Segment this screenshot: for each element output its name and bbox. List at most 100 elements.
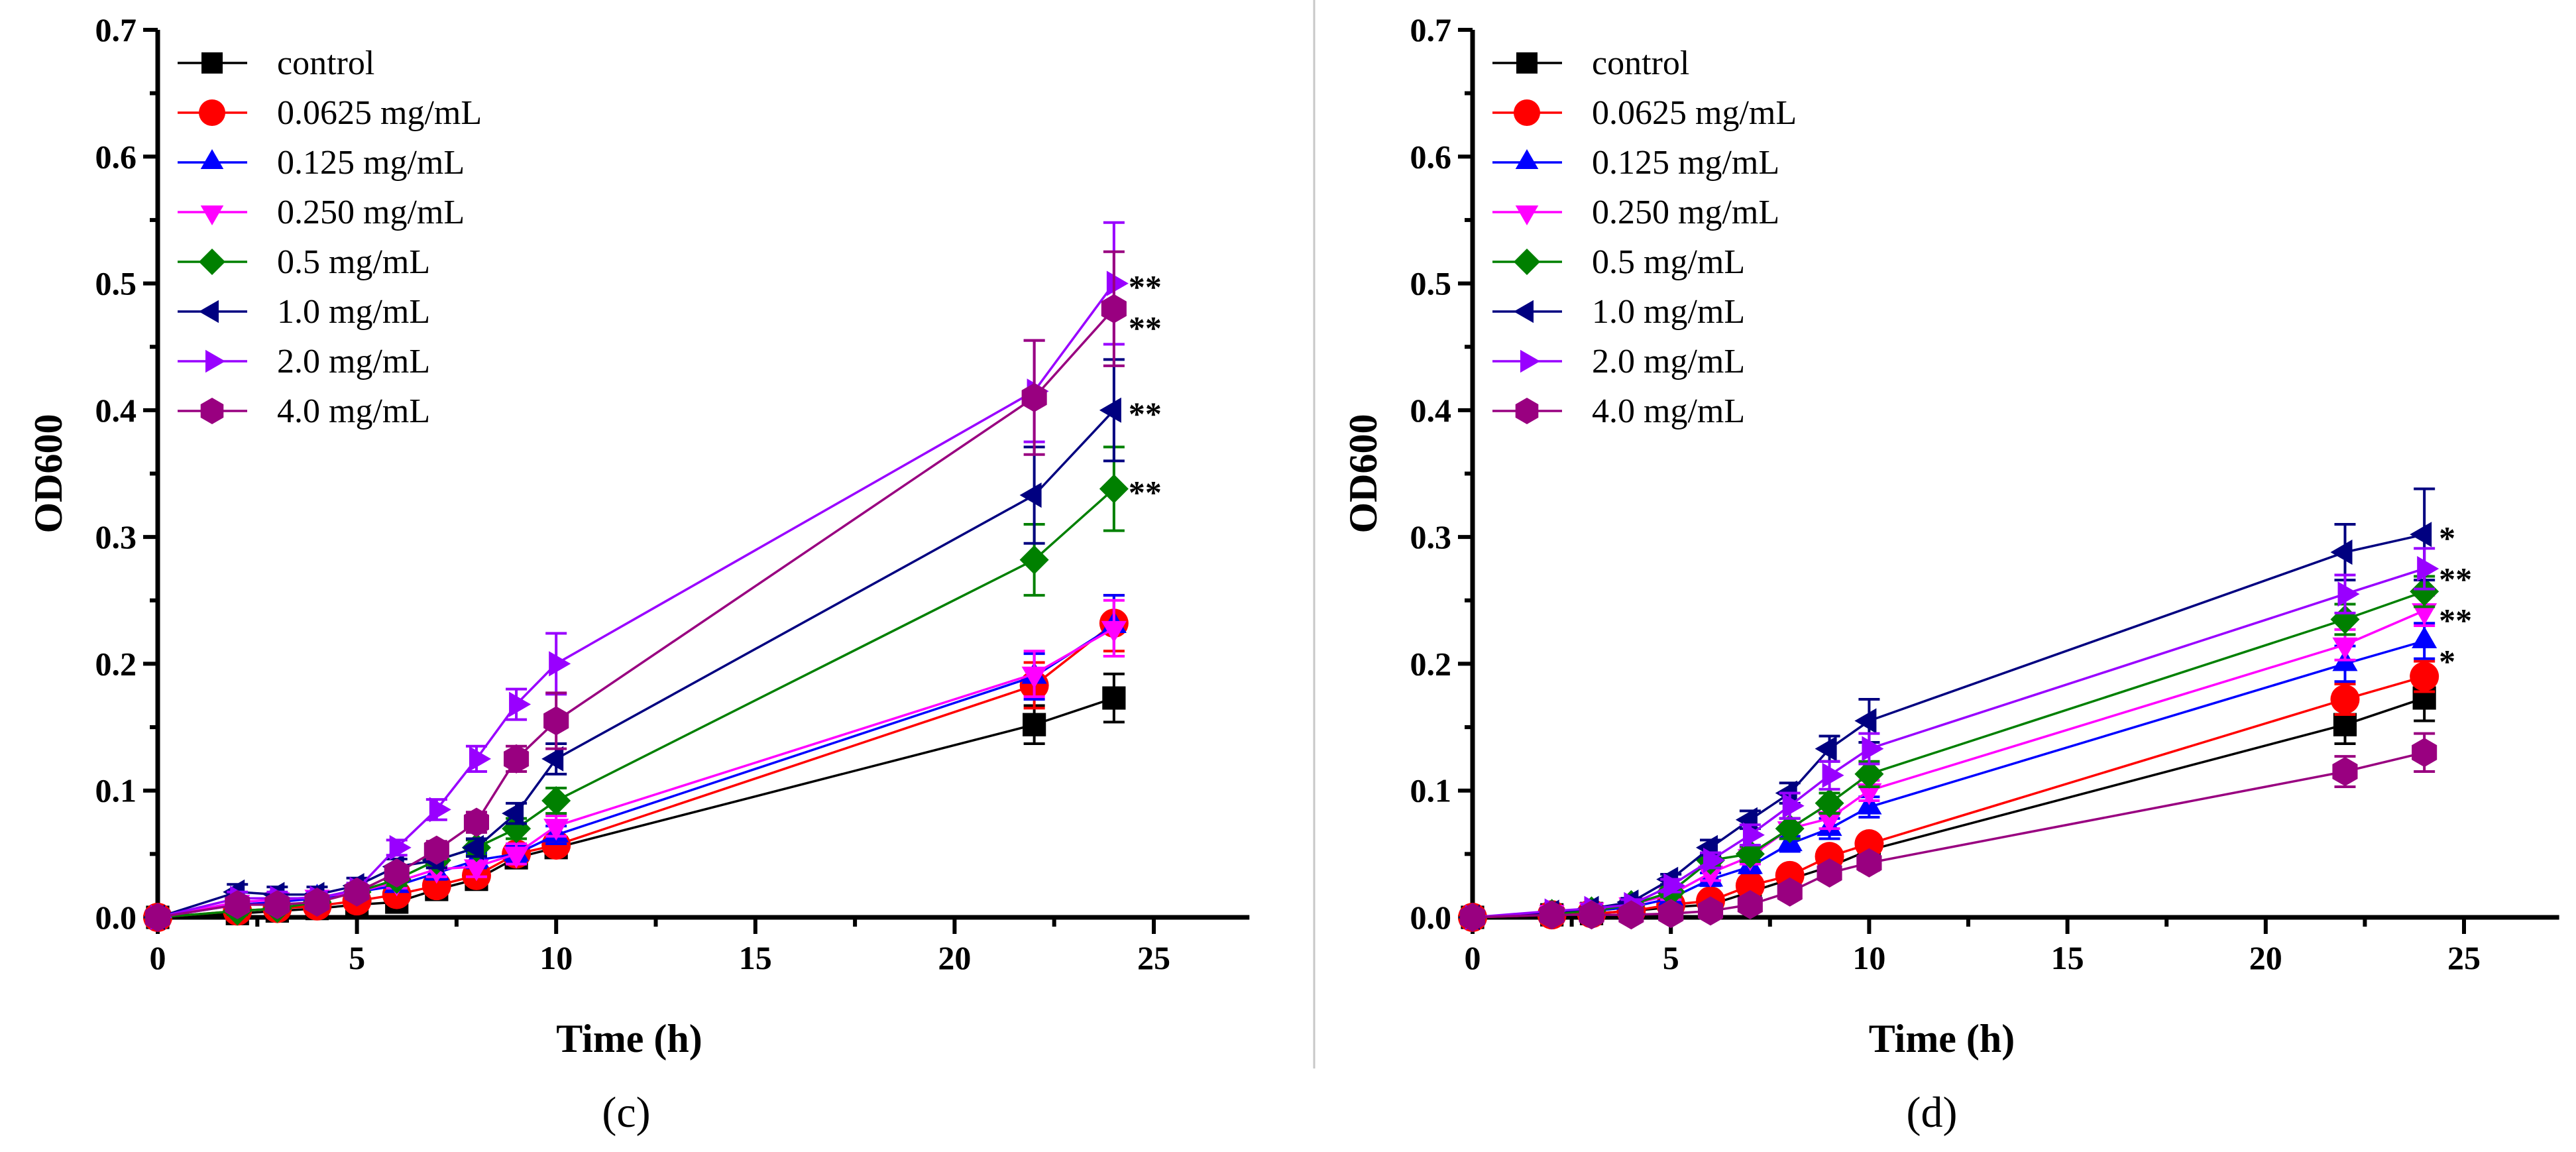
significance-annotation: * — [2439, 642, 2455, 679]
series-line — [157, 624, 1115, 919]
data-point — [1703, 847, 1725, 873]
series-line — [1472, 675, 2425, 919]
data-point — [1854, 759, 1884, 789]
legend-marker — [1520, 349, 1540, 373]
y-axis-title: OD600 — [27, 414, 70, 534]
data-point — [1539, 900, 1565, 930]
x-tick-label: 10 — [539, 939, 573, 976]
series-1-0-mg-ml: * — [1458, 487, 2455, 931]
y-tick-label: 0.6 — [95, 138, 137, 175]
y-tick-label: 0.1 — [95, 772, 137, 809]
panel-label: (d) — [1907, 1088, 1958, 1137]
x-tick-label: 5 — [349, 939, 365, 976]
y-tick-label: 0.1 — [1410, 772, 1452, 809]
series-1-0-mg-ml: ** — [143, 358, 1162, 931]
legend-label: 1.0 mg/mL — [277, 293, 430, 331]
significance-annotation: ** — [1129, 473, 1162, 510]
data-point — [1101, 294, 1127, 323]
legend-marker — [1515, 398, 1539, 424]
series-line — [157, 627, 1115, 919]
series-control — [1461, 673, 2436, 929]
data-point — [2410, 662, 2439, 691]
data-point — [1021, 382, 1047, 412]
legend-marker — [1515, 149, 1539, 169]
x-tick-label: 10 — [1852, 939, 1885, 976]
data-point — [1658, 899, 1684, 929]
data-point — [2333, 713, 2357, 736]
data-point — [1023, 713, 1046, 736]
legend-label: 2.0 mg/mL — [1592, 343, 1745, 380]
data-point — [1854, 829, 1884, 859]
data-point — [1817, 811, 1842, 833]
legend-marker — [1514, 300, 1534, 323]
y-tick-label: 0.4 — [1410, 392, 1452, 429]
significance-annotation: ** — [1129, 395, 1162, 432]
y-tick-label: 0.3 — [1410, 518, 1452, 555]
data-point — [429, 797, 451, 823]
legend-label: 1.0 mg/mL — [1592, 293, 1745, 331]
data-point — [1099, 474, 1129, 504]
data-point — [1106, 270, 1129, 296]
data-point — [1856, 848, 1882, 878]
y-tick-label: 0.5 — [1410, 265, 1452, 302]
data-point — [304, 888, 330, 917]
legend-label: control — [277, 44, 374, 82]
legend-label: control — [1592, 44, 1689, 82]
legend-label: 2.0 mg/mL — [277, 343, 430, 380]
series-0-0625-mg-ml — [1458, 660, 2439, 932]
legend-marker — [1516, 52, 1538, 74]
data-point — [1459, 903, 1486, 932]
significance-annotation: ** — [2439, 560, 2472, 597]
series-0-0625-mg-ml — [143, 594, 1129, 932]
data-point — [2412, 738, 2437, 768]
data-point — [1698, 896, 1724, 926]
data-point — [1101, 620, 1127, 643]
data-point — [541, 746, 564, 772]
data-point — [504, 846, 530, 869]
x-tick-label: 15 — [739, 939, 772, 976]
legend-label: 0.5 mg/mL — [1592, 243, 1745, 281]
series-0-5-mg-ml: ** — [143, 445, 1162, 932]
data-point — [1856, 783, 1882, 805]
data-point — [541, 786, 571, 815]
data-point — [1663, 873, 1686, 899]
series-line — [157, 409, 1115, 919]
y-tick-label: 0.7 — [95, 11, 137, 48]
series-line — [1472, 533, 2425, 919]
data-point — [2417, 555, 2439, 581]
series-line — [1472, 567, 2425, 919]
data-point — [463, 807, 489, 837]
data-point — [1742, 822, 1765, 848]
data-point — [462, 835, 484, 860]
significance-annotation: ** — [2439, 601, 2472, 638]
data-point — [1019, 483, 1042, 508]
x-tick-label: 5 — [1663, 939, 1679, 976]
y-axis-title: OD600 — [1341, 414, 1385, 534]
chart-panel-d: 0 5 10 15 20 25 0.0 0.1 0.2 0.3 0.4 0.5 0.6 0.7 Time (… — [1341, 11, 2559, 1137]
legend-label: 0.0625 mg/mL — [1592, 94, 1797, 132]
x-tick-label: 20 — [2249, 939, 2282, 976]
data-point — [1737, 890, 1763, 919]
legend-marker — [201, 52, 223, 74]
data-point — [2332, 757, 2358, 786]
series-0-250-mg-ml: * — [1459, 594, 2455, 932]
x-tick-label: 25 — [2447, 939, 2481, 976]
y-tick-label: 0.0 — [1410, 899, 1452, 936]
data-point — [2330, 684, 2360, 714]
x-tick-label: 0 — [150, 939, 166, 976]
data-point — [1735, 871, 1765, 901]
significance-annotation: ** — [1129, 310, 1162, 347]
x-tick-label: 15 — [2051, 939, 2084, 976]
legend-label: 0.250 mg/mL — [277, 194, 465, 231]
series-line — [1472, 590, 2425, 919]
x-axis-title: Time (h) — [1869, 1017, 2015, 1061]
legend-marker — [200, 149, 224, 169]
series-line — [1472, 640, 2425, 919]
series-line — [157, 488, 1115, 919]
series-0-5-mg-ml: ** — [1458, 575, 2472, 932]
data-point — [2412, 626, 2437, 648]
series-4-0-mg-ml: ** — [144, 250, 1162, 932]
legend-label: 0.125 mg/mL — [1592, 144, 1779, 182]
series-4-0-mg-ml — [1459, 732, 2437, 932]
